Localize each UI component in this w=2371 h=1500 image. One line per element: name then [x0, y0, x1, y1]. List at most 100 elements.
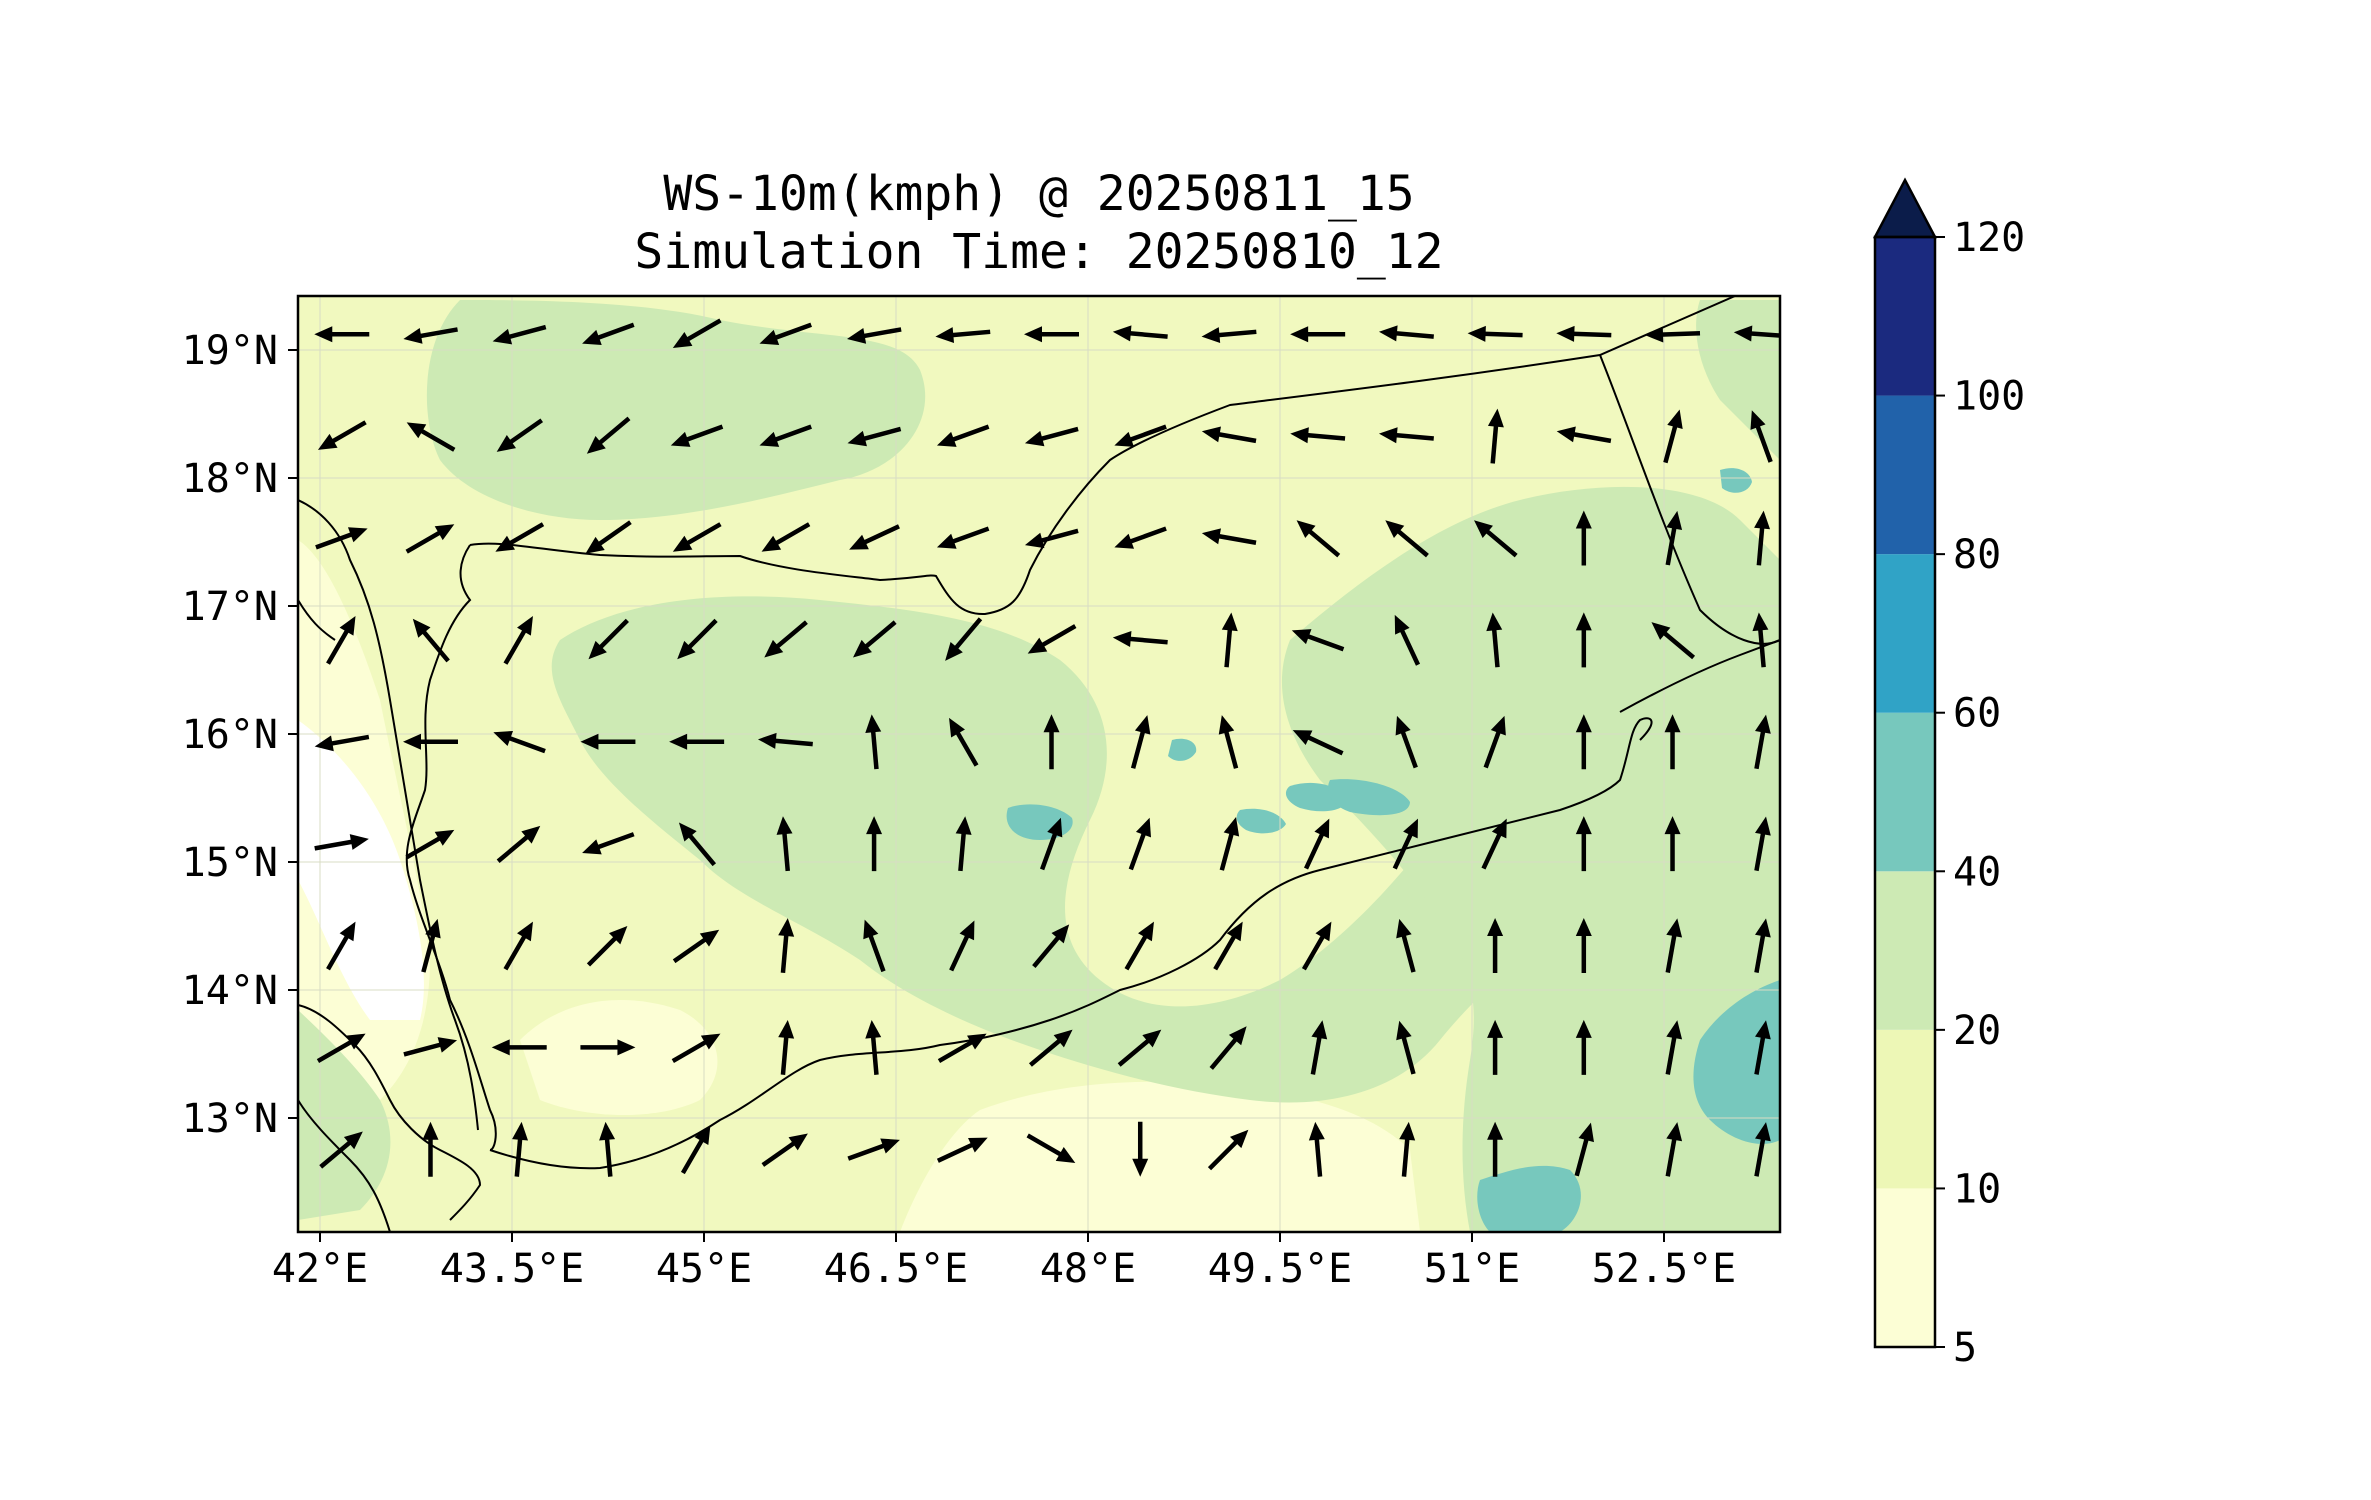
wind-arrow-head — [512, 1121, 529, 1141]
wind-arrow-head — [936, 431, 957, 447]
wind-arrow-head — [586, 436, 606, 454]
wind-arrow-head — [959, 920, 975, 941]
wind-arrow-head — [1645, 326, 1664, 343]
wind-arrow-head — [1403, 818, 1418, 839]
wind-arrow-head — [1055, 1147, 1076, 1163]
wind-arrow-head — [1575, 816, 1592, 835]
wind-arrow-head — [517, 921, 533, 942]
wind-arrow-head — [1112, 325, 1132, 342]
wind-arrow-head — [1666, 918, 1683, 938]
wind-arrow-head — [1486, 612, 1503, 632]
wind-arrow-head — [1142, 1029, 1162, 1048]
wind-arrow-head — [492, 328, 513, 345]
wind-arrow-head — [1666, 1020, 1683, 1040]
wind-arrow-head — [1047, 817, 1063, 838]
wind-arrow-head — [700, 1033, 721, 1050]
wind-arrow-head — [865, 714, 882, 733]
wind-arrow-head — [1474, 520, 1493, 538]
wind-arrow-head — [849, 534, 869, 550]
wind-arrow-head — [672, 332, 693, 348]
wind-arrow-head — [1228, 1026, 1247, 1046]
contour-low-south-band — [900, 1081, 1420, 1232]
border-saudi-yemen — [469, 296, 1736, 616]
wind-arrow-head — [1666, 510, 1683, 530]
wind-arrow-head — [1396, 1020, 1412, 1041]
wind-arrow-head — [1487, 917, 1504, 936]
wind-arrow-head — [402, 733, 421, 750]
wind-arrow-head — [669, 733, 688, 750]
wind-arrow-head — [1290, 427, 1309, 444]
colorbar-bands — [1875, 237, 1935, 1347]
wind-arrow-head — [1218, 715, 1235, 735]
x-tick-label: 51°E — [1424, 1246, 1520, 1292]
wind-arrow-head — [1651, 622, 1671, 640]
wind-arrow-head — [1575, 1019, 1592, 1038]
colorbar-band — [1875, 554, 1935, 713]
wind-arrow-head — [699, 929, 720, 947]
colorbar-band — [1875, 712, 1935, 872]
colorbar: 5 10 20 40 60 80 100 120 — [1872, 177, 2025, 1371]
wind-arrow-head — [1396, 918, 1412, 939]
wind-arrow-head — [491, 1039, 510, 1056]
wind-arrow-head — [1754, 510, 1771, 530]
wind-arrow-head — [778, 1019, 795, 1039]
wind-arrow-head — [1315, 921, 1332, 942]
wind-arrow-head — [1134, 715, 1151, 735]
coastline-yemen-south — [489, 717, 1653, 1170]
wind-arrow-head — [935, 327, 955, 344]
wind-arrow-head — [437, 1037, 458, 1053]
wind-arrow-head — [582, 329, 602, 345]
wind-arrow-head — [1132, 1158, 1149, 1177]
wind-arrow-head — [617, 1039, 636, 1056]
wind-arrow-head — [1314, 818, 1330, 839]
wind-arrow-head — [1467, 325, 1486, 342]
y-tick-label: 16°N — [182, 712, 278, 758]
coastline-red-sea-east — [405, 544, 497, 1151]
wind-arrow-head — [1394, 614, 1410, 635]
wind-arrow-head — [853, 639, 872, 658]
colorbar-extend-triangle — [1872, 177, 1938, 239]
wind-arrow-head — [1051, 924, 1070, 944]
wind-arrow-head — [1664, 714, 1681, 733]
coastline-north-africa — [298, 599, 336, 641]
wind-arrow-head — [1755, 918, 1771, 938]
colorbar-tick-label: 5 — [1953, 1325, 1977, 1371]
x-tick-label: 42°E — [272, 1246, 368, 1292]
wind-arrow-head — [1138, 921, 1154, 942]
wind-arrow-head — [936, 533, 957, 549]
wind-arrow-head — [761, 535, 782, 552]
wind-arrow-head — [1221, 612, 1238, 632]
wind-arrow-head — [1053, 1029, 1073, 1048]
wind-arrow-head — [1755, 816, 1771, 836]
wind-arrow-head — [317, 433, 338, 450]
wind-arrow-head — [847, 430, 867, 447]
x-tick-label: 45°E — [656, 1246, 752, 1292]
wind-arrow-head — [1666, 1122, 1683, 1142]
wind-arrow-head — [1487, 1121, 1504, 1140]
contour-high-patch-6 — [1477, 1165, 1581, 1232]
wind-arrow-head — [1311, 1020, 1328, 1040]
wind-arrow-head — [778, 918, 795, 937]
wind-arrow-head — [493, 730, 514, 746]
wind-arrow-head — [759, 431, 780, 447]
wind-arrow-head — [1755, 714, 1771, 734]
contour-high-patch-8 — [1720, 468, 1752, 493]
wind-arrow-head — [1378, 427, 1398, 444]
coastlines-and-borders — [298, 296, 1780, 1232]
colorbar-band — [1875, 237, 1935, 396]
wind-arrow-head — [1201, 327, 1221, 344]
wind-arrow-head — [1112, 631, 1132, 647]
x-axis: 42°E 43.5°E 45°E 46.5°E 48°E 49.5°E 51°E… — [272, 1232, 1736, 1292]
map-frame — [296, 294, 1782, 1234]
wind-arrow-head — [1575, 714, 1592, 733]
wind-arrow-head — [776, 816, 793, 835]
wind-arrow-head — [863, 919, 879, 940]
wind-arrow-head — [1487, 408, 1504, 428]
wind-arrow-head — [434, 524, 455, 541]
wind-arrow-head — [1201, 528, 1221, 545]
colorbar-band — [1875, 395, 1935, 555]
wind-arrow-head — [599, 1121, 616, 1141]
y-tick-label: 14°N — [182, 968, 278, 1014]
wind-arrow-head — [1664, 816, 1681, 835]
wind-arrow-head — [343, 1131, 363, 1150]
